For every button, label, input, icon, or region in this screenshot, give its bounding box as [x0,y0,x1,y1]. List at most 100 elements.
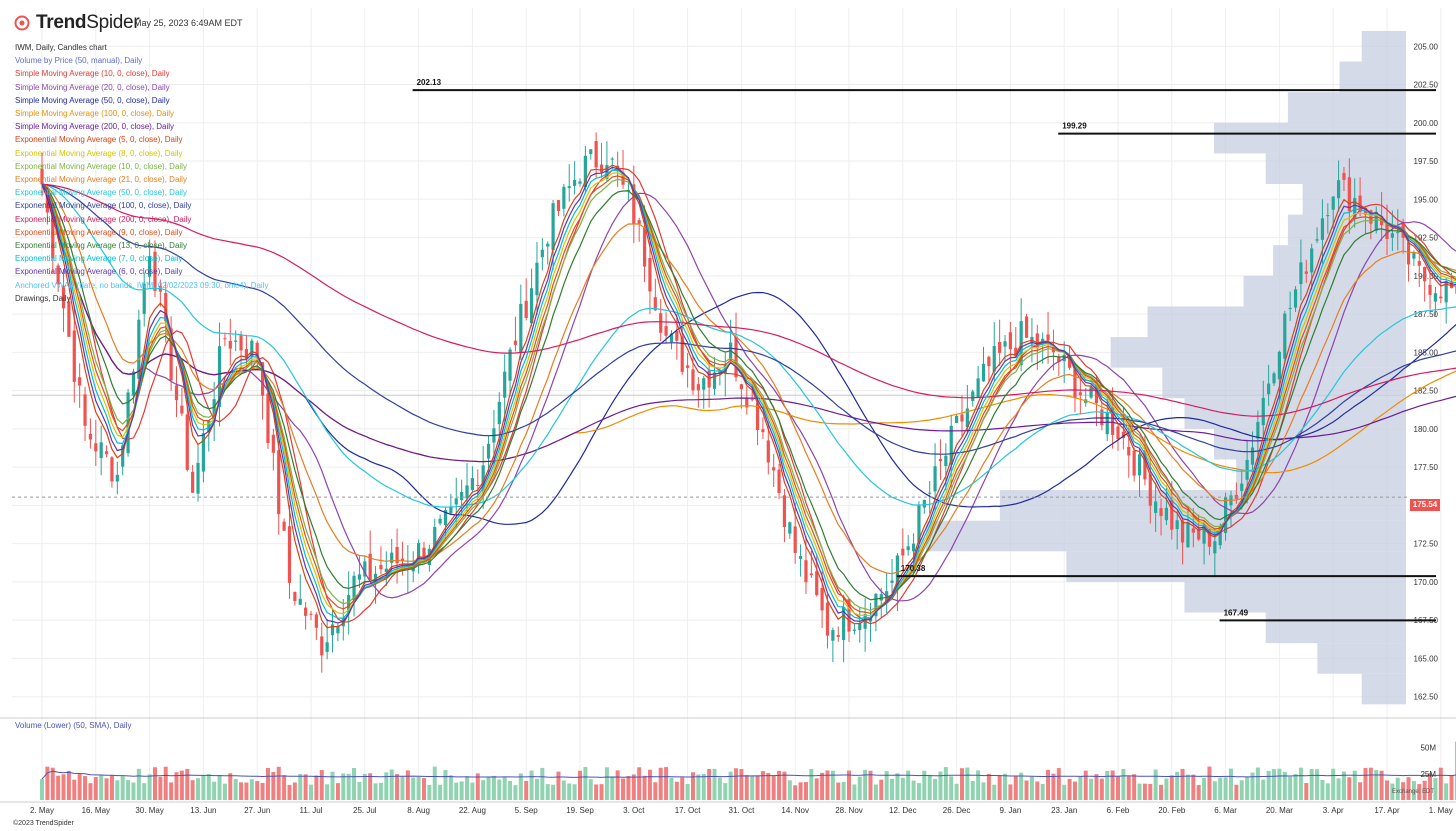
volume-bar [508,781,513,800]
legend-item[interactable]: Simple Moving Average (10, 0, close), Da… [15,69,170,79]
candle [573,179,577,186]
legend-item[interactable]: Simple Moving Average (100, 0, close), D… [15,109,175,119]
volume-bar [954,783,959,800]
candle [449,506,453,514]
volume-bar [206,774,211,800]
candle [702,378,706,390]
candle [110,457,114,482]
volume-bar [389,769,394,800]
candle [1164,507,1169,521]
indicator-legend: IWM, Daily, Candles chart Volume by Pric… [15,41,268,305]
volume-profile-bar [1184,581,1406,613]
legend-item[interactable]: Volume by Price (50, manual), Daily [15,56,143,66]
candle [250,340,254,357]
volume-panel-title[interactable]: Volume (Lower) (50, SMA), Daily [15,721,132,730]
candle [696,384,700,391]
volume-bar [346,773,351,800]
legend-item[interactable]: Exponential Moving Average (10, 0, close… [15,161,187,171]
brand-logo: TrendSpider [14,12,140,34]
candle [831,630,835,641]
volume-bar [943,767,948,800]
volume-bar [744,775,749,800]
volume-bar [852,784,857,800]
volume-bar [1164,778,1169,800]
volume-bar [1347,777,1352,800]
candle [260,362,265,396]
volume-bar [185,768,190,800]
legend-item[interactable]: Simple Moving Average (20, 0, close), Da… [15,82,170,92]
candle [368,553,372,581]
volume-bar [933,778,938,800]
volume-sma-line [41,770,1456,780]
volume-bar [298,773,303,800]
legend-item[interactable]: Exponential Moving Average (200, 0, clos… [15,214,192,224]
volume-bar [239,782,244,800]
candle [965,408,969,428]
moving-average-line [41,183,1456,417]
volume-bar [217,775,222,800]
candle [336,626,340,634]
candle [782,495,787,528]
volume-bar [728,771,733,800]
candle [465,485,469,499]
chart-timestamp: May 25, 2023 6:49AM EDT [134,18,243,28]
legend-item[interactable]: Exponential Moving Average (50, 0, close… [15,188,187,198]
candle [1304,271,1308,274]
candle [1347,177,1351,212]
x-tick-label: 3. Apr [1323,806,1344,815]
candle [40,169,44,185]
volume-profile-bar [999,490,1406,521]
volume-bar [1304,783,1309,800]
candle [691,369,695,391]
volume-bar [163,766,168,800]
volume-profile-bar [1273,245,1406,276]
legend-item[interactable]: Exponential Moving Average (9, 0, close)… [15,227,183,237]
volume-bar [395,774,400,800]
y-tick-label: 195.00 [1414,195,1439,204]
legend-item[interactable]: Exponential Moving Average (5, 0, close)… [15,135,183,145]
candle [94,443,98,452]
candle [1423,267,1427,282]
legend-item[interactable]: Exponential Moving Average (21, 0, close… [15,175,187,185]
volume-bar [717,777,722,800]
volume-bar [685,784,690,800]
legend-item[interactable]: Simple Moving Average (50, 0, close), Da… [15,95,170,105]
legend-item[interactable]: Exponential Moving Average (8, 0, close)… [15,148,183,158]
candle [1390,233,1394,238]
volume-bar [1035,781,1040,800]
volume-bar [486,776,491,800]
volume-bar [1325,783,1330,800]
legend-item[interactable]: Exponential Moving Average (13, 0, close… [15,241,187,251]
volume-bar [147,774,152,800]
volume-bar [1298,767,1303,800]
volume-bar [847,770,851,800]
legend-item[interactable]: Anchored VWAP (date, no bands, IWM, 02/0… [15,280,269,290]
volume-bar [766,773,771,800]
candle [400,558,405,561]
volume-bar [830,770,835,800]
legend-item[interactable]: Exponential Moving Average (6, 0, close)… [15,267,183,277]
volume-bar [378,782,383,800]
candle [1310,248,1314,273]
volume-bar [314,775,319,800]
legend-item[interactable]: Exponential Moving Average (100, 0, clos… [15,201,192,211]
candle [1127,446,1131,456]
volume-bar [820,772,825,800]
volume-bar [335,783,340,800]
volume-bar [981,782,986,800]
volume-bar [1282,771,1287,800]
volume-bar [448,775,453,800]
volume-bar [1148,783,1153,800]
candle [906,546,910,551]
candle [255,342,259,358]
legend-item[interactable]: Exponential Moving Average (7, 0, close)… [15,254,183,264]
legend-item[interactable]: Drawings, Daily [15,293,71,303]
candle [653,297,657,311]
volume-bar [986,773,991,800]
legend-item[interactable]: Simple Moving Average (200, 0, close), D… [15,122,175,132]
legend-title[interactable]: IWM, Daily, Candles chart [15,43,107,52]
volume-bar [1331,768,1336,800]
candle [422,547,426,559]
x-tick-label: 30. May [135,806,163,815]
